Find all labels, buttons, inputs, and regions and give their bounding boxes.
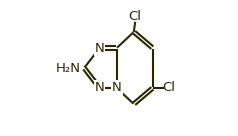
Text: N: N <box>95 41 104 55</box>
Text: N: N <box>112 81 122 95</box>
Text: N: N <box>95 81 104 95</box>
Text: Cl: Cl <box>129 10 142 23</box>
Text: Cl: Cl <box>163 81 176 95</box>
Text: H₂N: H₂N <box>56 61 81 75</box>
